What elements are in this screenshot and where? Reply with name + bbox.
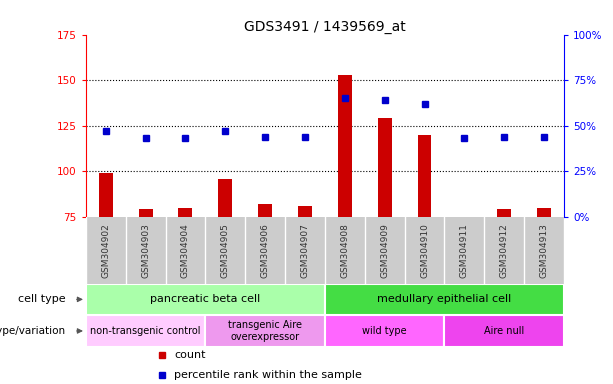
Text: genotype/variation: genotype/variation: [0, 326, 66, 336]
Bar: [417, 135, 432, 217]
Bar: [99, 173, 113, 217]
Bar: [298, 206, 312, 217]
Text: non-transgenic control: non-transgenic control: [90, 326, 201, 336]
Text: Aire null: Aire null: [484, 326, 524, 336]
Text: GSM304903: GSM304903: [141, 223, 150, 278]
Text: percentile rank within the sample: percentile rank within the sample: [174, 370, 362, 380]
Text: GSM304906: GSM304906: [261, 223, 270, 278]
Text: cell type: cell type: [18, 295, 66, 305]
Title: GDS3491 / 1439569_at: GDS3491 / 1439569_at: [244, 20, 406, 33]
Bar: [86, 315, 205, 347]
Bar: [205, 315, 325, 347]
Text: GSM304910: GSM304910: [420, 223, 429, 278]
Bar: [457, 217, 471, 218]
Text: count: count: [174, 350, 206, 360]
Text: GSM304911: GSM304911: [460, 223, 469, 278]
Text: GSM304913: GSM304913: [539, 223, 549, 278]
Text: medullary epithelial cell: medullary epithelial cell: [377, 295, 512, 305]
Text: wild type: wild type: [362, 326, 407, 336]
Bar: [444, 315, 564, 347]
Bar: [86, 284, 325, 315]
Bar: [218, 179, 232, 217]
Text: pancreatic beta cell: pancreatic beta cell: [150, 295, 261, 305]
Text: GSM304907: GSM304907: [300, 223, 310, 278]
Bar: [325, 284, 564, 315]
Text: GSM304909: GSM304909: [380, 223, 389, 278]
Bar: [139, 210, 153, 217]
Bar: [338, 74, 352, 217]
Text: GSM304902: GSM304902: [101, 223, 110, 278]
Text: transgenic Aire
overexpressor: transgenic Aire overexpressor: [228, 320, 302, 342]
Bar: [497, 210, 511, 217]
Bar: [178, 208, 192, 217]
Bar: [258, 204, 272, 217]
Bar: [325, 315, 444, 347]
Text: GSM304904: GSM304904: [181, 223, 190, 278]
Bar: [537, 208, 551, 217]
Text: GSM304912: GSM304912: [500, 223, 509, 278]
Text: GSM304905: GSM304905: [221, 223, 230, 278]
Text: GSM304908: GSM304908: [340, 223, 349, 278]
Bar: [378, 118, 392, 217]
